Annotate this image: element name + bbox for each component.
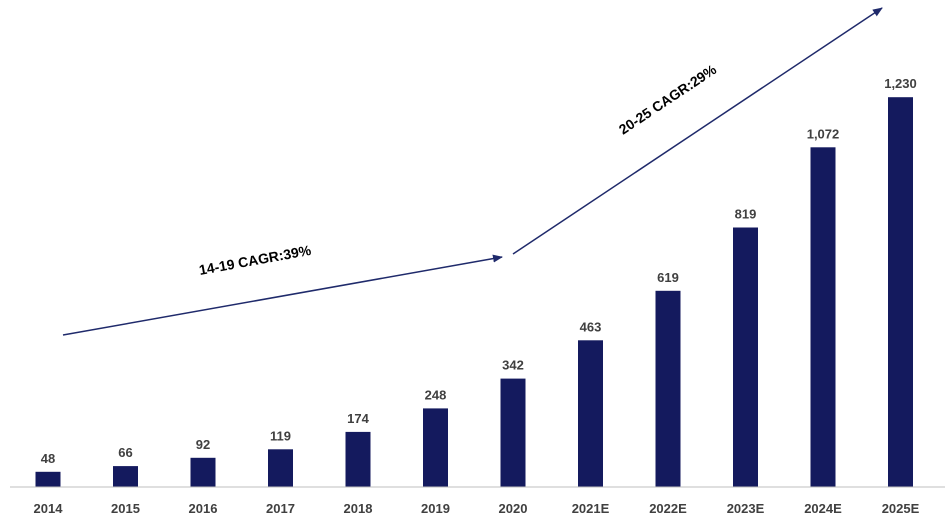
value-label-2020: 342 — [502, 358, 524, 373]
bar-2018 — [345, 431, 371, 487]
value-label-2018: 174 — [347, 411, 369, 426]
bar-2020 — [500, 378, 526, 487]
bar-2024e — [810, 147, 836, 488]
value-label-2019: 248 — [425, 387, 447, 402]
x-tick-label-2019: 2019 — [421, 501, 450, 516]
bar-2015 — [113, 466, 138, 487]
value-label-2016: 92 — [196, 437, 210, 452]
bars-group — [35, 97, 913, 488]
value-label-2021e: 463 — [580, 319, 602, 334]
bar-2016 — [190, 457, 216, 487]
cagr-arrow-2020-2025 — [512, 7, 883, 255]
x-tick-label-2014: 2014 — [34, 501, 64, 516]
x-tick-label-2021e: 2021E — [572, 501, 610, 516]
bar-2025e — [888, 97, 913, 487]
x-tick-label-2015: 2015 — [111, 501, 140, 516]
value-label-2015: 66 — [118, 445, 132, 460]
x-tick-label-2016: 2016 — [189, 501, 218, 516]
value-label-2025e: 1,230 — [884, 76, 917, 91]
value-label-2023e: 819 — [735, 207, 757, 222]
x-tick-label-2025e: 2025E — [882, 501, 920, 516]
x-tick-labels-group: 2014 2015 2016 2017 2018 2019 2020 2021E 2022E 20… — [34, 501, 920, 516]
cagr-arrow-2014-2019 — [62, 254, 503, 336]
x-tick-label-2024e: 2024E — [804, 501, 842, 516]
cagr-annotation-2014-2019: 14-19 CAGR:39% — [198, 242, 313, 278]
bar-2021e — [578, 340, 603, 487]
bar-2022e — [655, 290, 681, 487]
value-label-2024e: 1,072 — [807, 126, 840, 141]
bar-2017 — [268, 449, 293, 487]
x-tick-label-2018: 2018 — [344, 501, 373, 516]
bar-2023e — [733, 227, 758, 487]
x-tick-label-2022e: 2022E — [649, 501, 687, 516]
value-label-2014: 48 — [41, 451, 55, 466]
x-tick-label-2020: 2020 — [499, 501, 528, 516]
value-labels-group: 48 66 92 119 174 248 342 463 619 819 1,072 1,230 — [41, 76, 917, 466]
x-tick-label-2017: 2017 — [266, 501, 295, 516]
value-label-2017: 119 — [270, 428, 291, 443]
x-tick-label-2023e: 2023E — [727, 501, 765, 516]
bar-2014 — [35, 471, 61, 487]
bar-2019 — [423, 408, 448, 487]
value-label-2022e: 619 — [657, 270, 679, 285]
